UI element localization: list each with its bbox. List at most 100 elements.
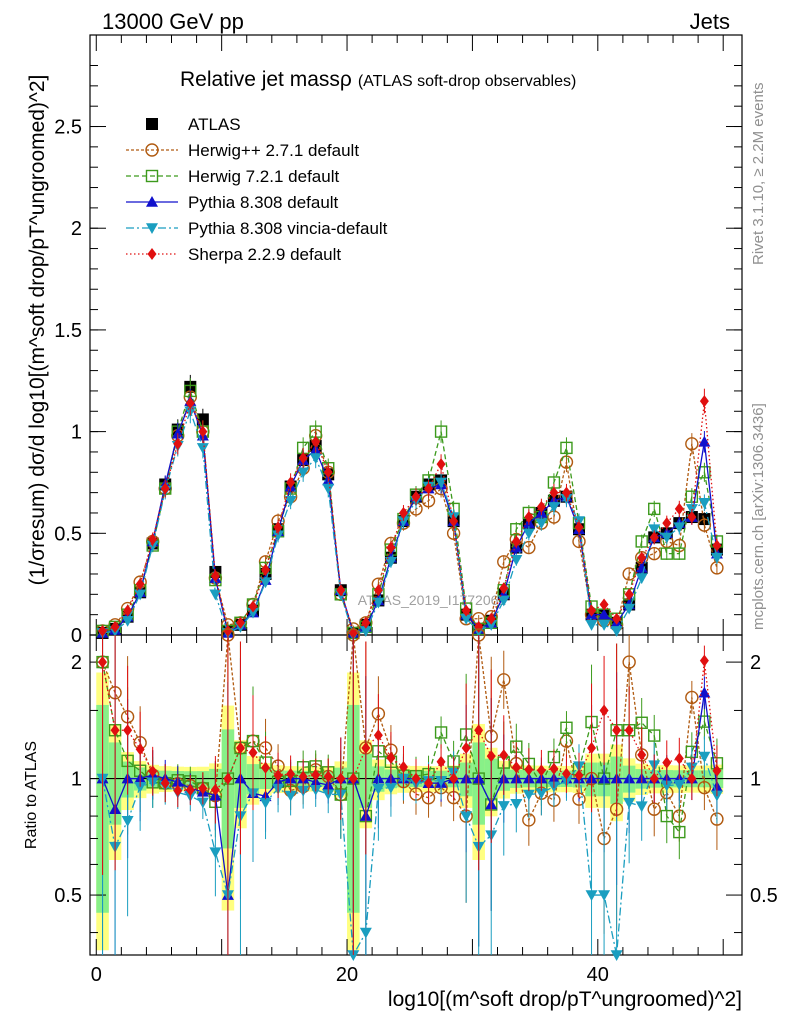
- ratio-point: [635, 801, 648, 813]
- ratio-point: [435, 776, 448, 787]
- point: [272, 530, 285, 542]
- point: [173, 437, 183, 450]
- point: [196, 443, 209, 454]
- point: [110, 620, 120, 633]
- ratio-point: [612, 724, 622, 737]
- point: [372, 597, 385, 609]
- ratio-point: [510, 799, 523, 810]
- point: [510, 554, 523, 566]
- point: [486, 612, 496, 625]
- point: [284, 495, 297, 507]
- point: [223, 624, 233, 637]
- ratio-ytick-label-right: 0.5: [750, 885, 778, 907]
- point: [612, 612, 622, 625]
- ratio-point: [248, 746, 258, 759]
- point: [549, 486, 559, 499]
- ratio-point: [660, 780, 673, 792]
- point: [698, 497, 711, 509]
- main-series-layer: [95, 374, 724, 641]
- point: [311, 435, 321, 448]
- point: [209, 589, 222, 601]
- ratio-point: [673, 825, 686, 839]
- point: [397, 516, 410, 528]
- point: [373, 584, 383, 597]
- ratio-point: [649, 772, 659, 785]
- point: [662, 517, 672, 530]
- point: [247, 607, 259, 619]
- point: [610, 626, 623, 637]
- ratio-point: [198, 782, 208, 795]
- main-ytick-label: 2.5: [54, 117, 82, 139]
- ratio-point: [361, 741, 371, 754]
- ratio-point: [687, 772, 697, 785]
- watermark: ATLAS_2019_I1772062: [358, 592, 507, 608]
- main-ytick-label: 1: [71, 422, 82, 444]
- point: [297, 467, 310, 479]
- point: [123, 604, 133, 617]
- main-ytick-label: 0.5: [54, 523, 82, 545]
- point: [210, 570, 220, 583]
- series-5-ratio: [98, 635, 722, 955]
- ratio-point: [173, 784, 183, 797]
- series-5-main: [98, 388, 722, 639]
- point: [623, 603, 636, 615]
- ratio-point: [373, 729, 383, 742]
- ratio-point: [587, 741, 597, 754]
- ratio-point: [560, 721, 573, 734]
- point: [536, 500, 546, 513]
- ratio-point: [712, 764, 722, 777]
- ratio-point: [273, 769, 283, 782]
- legend-label: Herwig 7.2.1 default: [188, 167, 339, 186]
- xtick-label: 40: [587, 964, 609, 986]
- ratio-point: [698, 715, 711, 728]
- ratio-point: [284, 790, 297, 802]
- xtick-label: 0: [91, 964, 102, 986]
- x-axis-label: log10[(m^soft drop/pT^ungroomed)^2]: [388, 988, 742, 1011]
- ratio-point: [662, 756, 672, 769]
- ratio-ytick-label: 1: [71, 769, 82, 791]
- point: [598, 608, 611, 620]
- point: [322, 483, 335, 495]
- point: [673, 522, 686, 534]
- point: [198, 425, 208, 438]
- point: [248, 600, 258, 613]
- ratio-point: [148, 765, 158, 778]
- ratio-point: [574, 769, 584, 782]
- point: [599, 598, 609, 611]
- ratio-point: [411, 772, 421, 785]
- ratio-point: [637, 748, 647, 761]
- point: [697, 518, 712, 532]
- ratio-ytick-label: 2: [71, 652, 82, 674]
- ratio-point: [497, 673, 511, 687]
- ratio-point: [522, 789, 535, 801]
- ratio-point: [685, 690, 699, 705]
- ratio-panel-frame: [89, 634, 743, 956]
- point: [712, 539, 722, 552]
- point: [685, 437, 699, 451]
- point: [622, 567, 636, 581]
- point: [535, 518, 548, 530]
- point: [699, 395, 709, 408]
- point: [424, 482, 434, 495]
- ratio-point: [535, 788, 548, 800]
- ratio-point: [384, 782, 397, 794]
- ratio-point: [610, 950, 623, 961]
- point: [587, 604, 597, 617]
- ratio-ytick-label-right: 1: [750, 769, 761, 791]
- point: [598, 620, 611, 631]
- ratio-point: [497, 801, 510, 812]
- ratio-ytick-label-right: 2: [750, 652, 761, 674]
- ratio-point: [311, 769, 321, 782]
- legend-label: ATLAS: [188, 115, 241, 134]
- ratio-ytick-label: 0.5: [54, 885, 82, 907]
- header-right: Jets: [690, 9, 730, 34]
- point: [637, 551, 647, 564]
- legend-marker: [146, 118, 158, 130]
- point: [121, 615, 134, 627]
- rivet-version-label: Rivet 3.1.10, ≥ 2.2M events: [750, 83, 767, 266]
- ratio-point: [461, 741, 471, 754]
- ratio-point: [624, 724, 634, 737]
- main-ytick-label: 2: [71, 218, 82, 240]
- ratio-point: [298, 770, 308, 783]
